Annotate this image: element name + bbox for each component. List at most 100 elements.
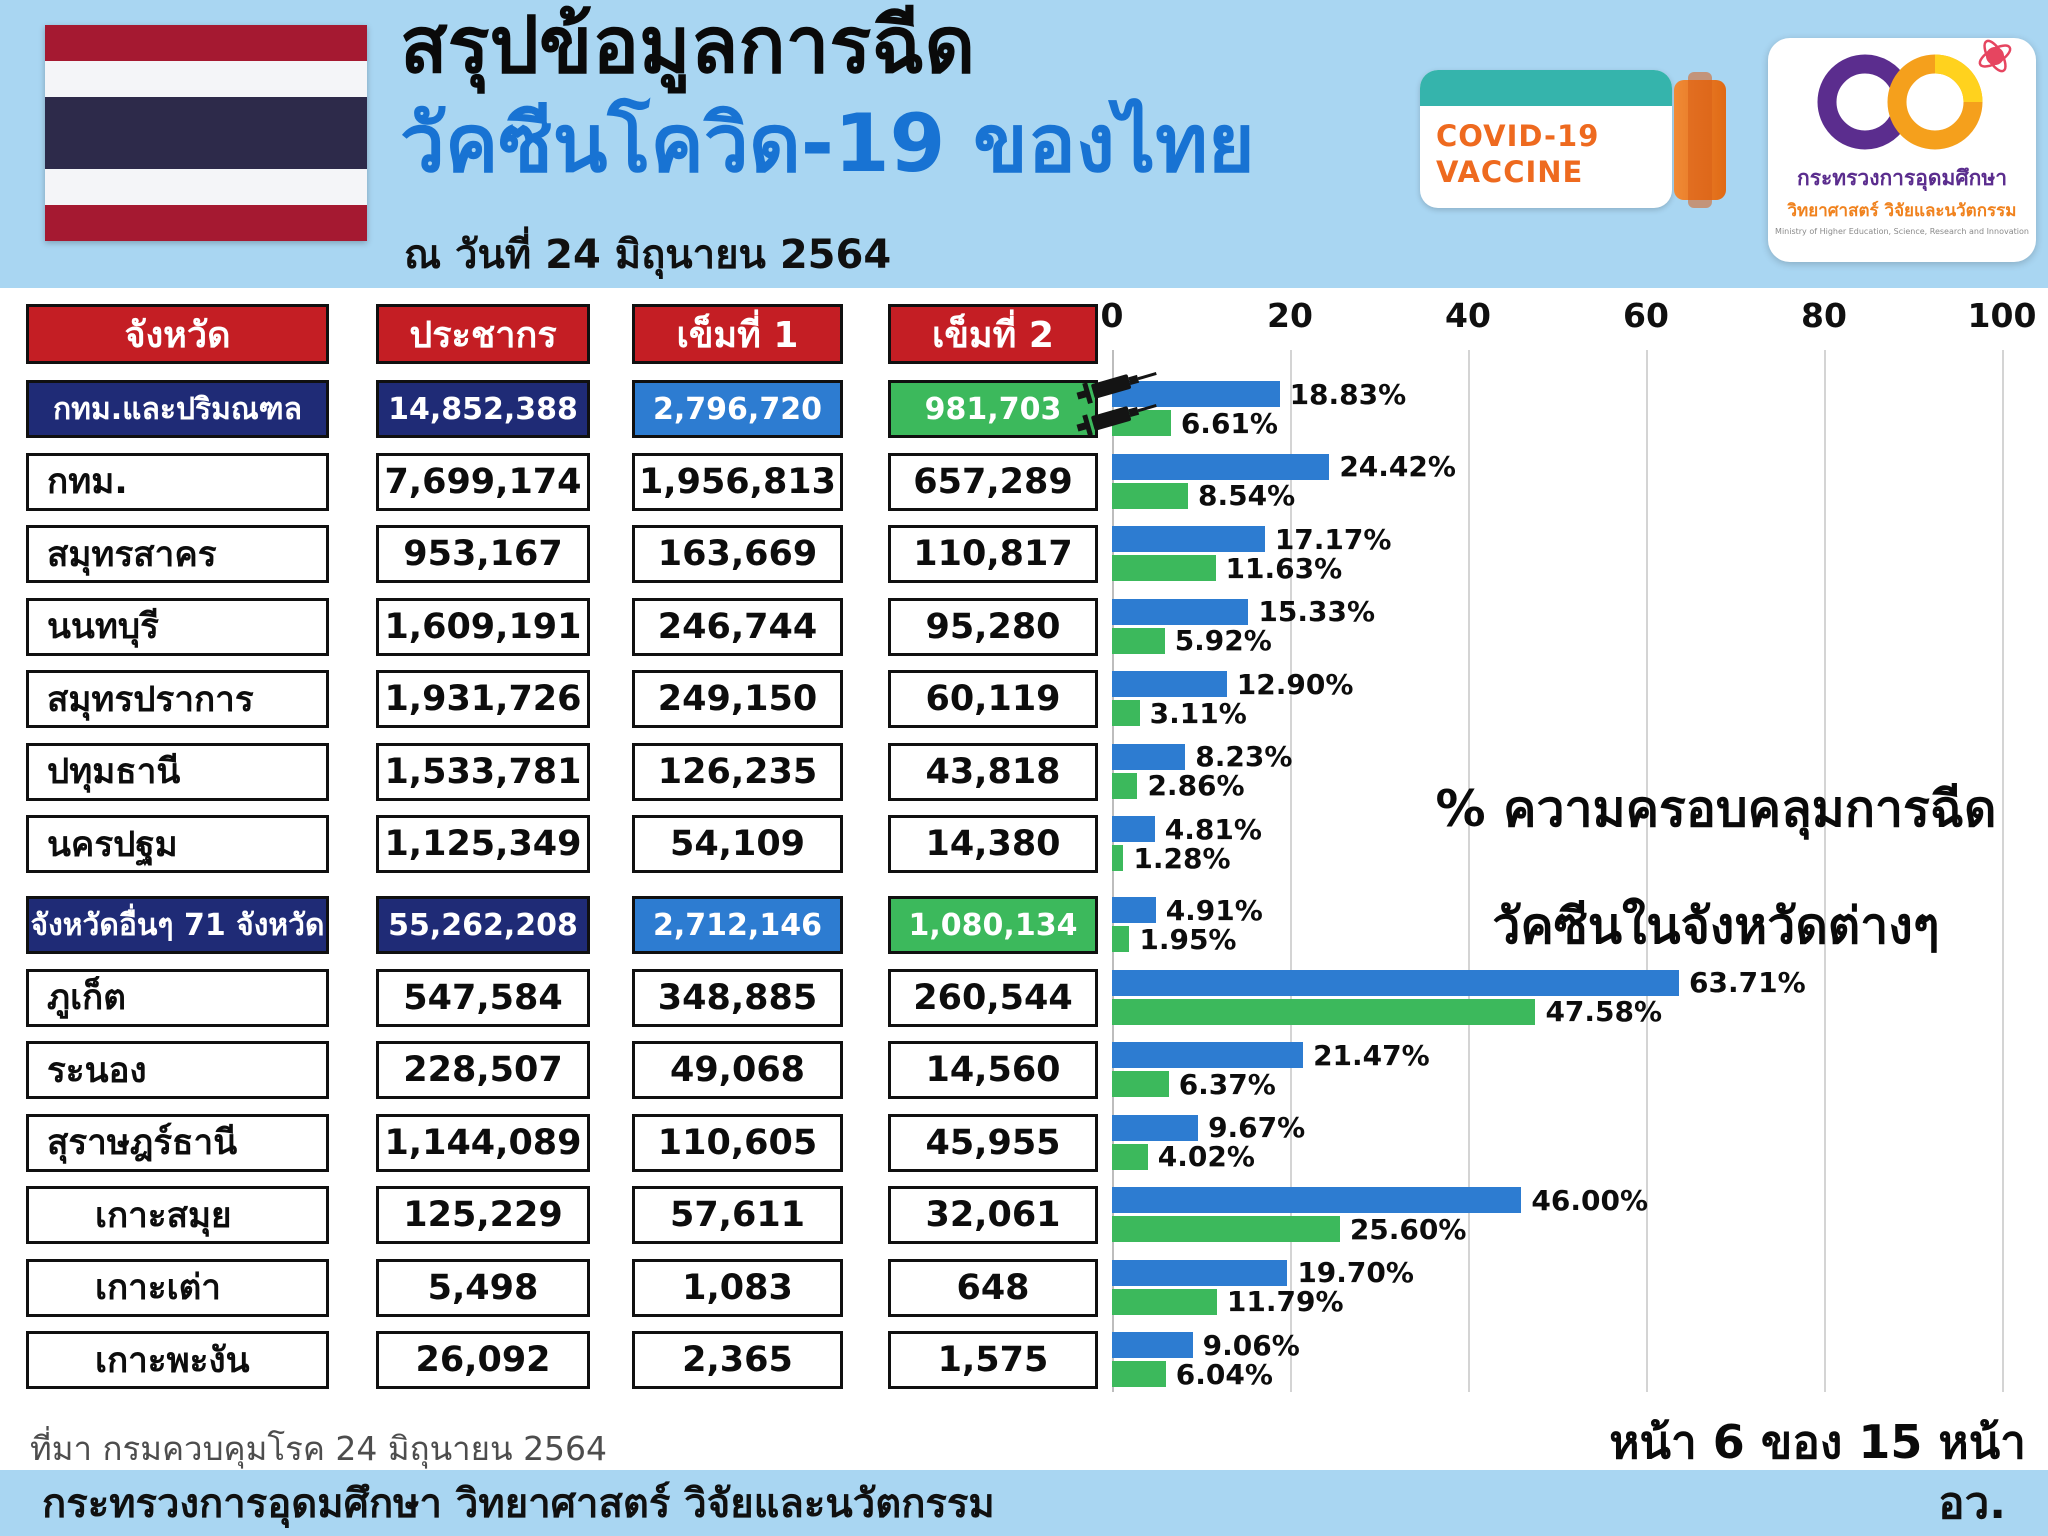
gridline xyxy=(1290,350,1292,1392)
dose2-cell: 32,061 xyxy=(888,1186,1098,1244)
chart-annotation-line2: วัคซีนในจังหวัดต่างๆ xyxy=(1492,897,1940,955)
bar-value-label: 9.67% xyxy=(1208,1111,1306,1144)
population-cell: 26,092 xyxy=(376,1331,590,1389)
dose1-cell: 2,796,720 xyxy=(632,380,843,438)
vial-cap-stripe xyxy=(1688,72,1712,208)
province-cell: ระนอง xyxy=(26,1041,329,1099)
bar-value-label: 9.06% xyxy=(1202,1328,1300,1362)
province-cell: เกาะพะงัน xyxy=(26,1331,329,1389)
page-indicator: หน้า 6 ของ 15 หน้า xyxy=(1609,1415,2026,1469)
page-title-line2: วัคซีนโควิด-19 ของไทย xyxy=(400,97,1255,190)
bar-value-label: 6.37% xyxy=(1178,1067,1276,1101)
province-cell: สมุทรปราการ xyxy=(26,670,329,728)
dose2-cell: 45,955 xyxy=(888,1113,1098,1172)
dose2-bar xyxy=(1112,1288,1217,1315)
syringe-icon xyxy=(1076,396,1160,438)
dose2-cell: 1,080,134 xyxy=(888,896,1098,954)
dose1-bar xyxy=(1112,1042,1304,1068)
dose2-bar xyxy=(1112,482,1188,509)
population-cell: 55,262,208 xyxy=(376,896,590,954)
province-cell: จังหวัดอื่นๆ 71 จังหวัด xyxy=(26,896,329,954)
population-cell: 1,609,191 xyxy=(376,597,590,656)
dose1-cell: 57,611 xyxy=(632,1186,843,1244)
page-title-line1: สรุปข้อมูลการฉีด xyxy=(400,1,976,91)
footer-band: กระทรวงการอุดมศึกษา วิทยาศาสตร์ วิจัยและ… xyxy=(0,1470,2048,1536)
bar-value-label: 6.61% xyxy=(1180,406,1278,440)
bar-value-label: 24.42% xyxy=(1339,450,1456,483)
dose2-cell: 981,703 xyxy=(888,380,1098,438)
dose2-bar xyxy=(1112,1071,1169,1097)
dose2-bar xyxy=(1112,555,1216,581)
population-cell: 1,533,781 xyxy=(376,742,590,801)
vial-label-line1: COVID-19 xyxy=(1436,119,1600,153)
dose1-cell: 54,109 xyxy=(632,815,843,873)
dose2-cell: 14,560 xyxy=(888,1041,1098,1099)
bar-value-label: 21.47% xyxy=(1313,1038,1430,1072)
dose1-cell: 249,150 xyxy=(632,670,843,728)
gridline xyxy=(1112,350,1114,1392)
province-cell: เกาะเต่า xyxy=(26,1258,329,1317)
page-subtitle-date: ณ วันที่ 24 มิถุนายน 2564 xyxy=(404,232,892,278)
vial-label-line2: VACCINE xyxy=(1436,155,1584,190)
bar-value-label: 1.28% xyxy=(1133,841,1231,875)
dose2-bar xyxy=(1112,845,1124,871)
province-cell: ภูเก็ต xyxy=(26,968,329,1027)
bar-value-label: 1.95% xyxy=(1139,922,1237,956)
dose2-cell: 60,119 xyxy=(888,670,1098,728)
dose2-cell: 95,280 xyxy=(888,597,1098,656)
dose2-cell: 1,575 xyxy=(888,1331,1098,1389)
population-cell: 5,498 xyxy=(376,1258,590,1317)
dose1-bar xyxy=(1112,1259,1288,1286)
flag-stripe-red xyxy=(45,205,367,241)
bar-value-label: 12.90% xyxy=(1236,667,1354,701)
population-cell: 1,931,726 xyxy=(376,670,590,728)
syringe-icon xyxy=(1076,364,1160,406)
dose2-bar xyxy=(1112,1216,1340,1242)
population-cell: 228,507 xyxy=(376,1041,590,1099)
dose1-bar xyxy=(1112,381,1280,407)
dose1-cell: 246,744 xyxy=(632,597,843,656)
mhesi-name-line2: วิทยาศาสตร์ วิจัยและนวัตกรรม xyxy=(1787,201,2017,221)
dose1-cell: 1,956,813 xyxy=(632,452,843,511)
population-cell: 547,584 xyxy=(376,968,590,1027)
atom-icon xyxy=(1978,39,2012,73)
bar-value-label: 11.63% xyxy=(1225,551,1343,585)
population-cell: 953,167 xyxy=(376,525,590,583)
province-cell: นครปฐม xyxy=(26,815,329,873)
bar-value-label: 4.02% xyxy=(1157,1140,1255,1173)
dose2-cell: 260,544 xyxy=(888,968,1098,1027)
x-axis-tick: 80 xyxy=(1801,296,1847,335)
mhesi-name-line3: Ministry of Higher Education, Science, R… xyxy=(1775,227,2029,236)
x-axis-tick: 20 xyxy=(1267,296,1313,335)
province-cell: สุราษฎร์ธานี xyxy=(26,1113,329,1172)
dose1-bar xyxy=(1112,816,1155,842)
dose1-bar xyxy=(1112,453,1330,480)
dose1-bar xyxy=(1112,526,1265,552)
dose2-bar xyxy=(1112,1143,1148,1170)
mhesi-name-line1: กระทรวงการอุดมศึกษา xyxy=(1797,166,2007,190)
dose1-cell: 49,068 xyxy=(632,1041,843,1099)
bar-value-label: 47.58% xyxy=(1545,995,1663,1028)
dose2-bar xyxy=(1112,926,1130,952)
dose1-bar xyxy=(1112,1114,1199,1141)
vial-body: COVID-19 VACCINE xyxy=(1420,70,1672,208)
province-cell: กทม.และปริมณฑล xyxy=(26,380,329,438)
gridline xyxy=(1468,350,1470,1392)
province-cell: เกาะสมุย xyxy=(26,1186,329,1244)
dose2-cell: 43,818 xyxy=(888,742,1098,801)
mhesi-logo-mark xyxy=(1817,39,2012,150)
dose1-cell: 348,885 xyxy=(632,968,843,1027)
bar-value-label: 15.33% xyxy=(1258,595,1376,628)
bar-value-label: 25.60% xyxy=(1349,1212,1467,1246)
population-cell: 7,699,174 xyxy=(376,452,590,511)
bar-value-label: 4.81% xyxy=(1164,812,1262,846)
bar-value-label: 17.17% xyxy=(1274,522,1392,556)
bar-value-label: 6.04% xyxy=(1175,1357,1273,1391)
dose2-bar xyxy=(1112,1361,1166,1387)
flag-stripe-white xyxy=(45,169,367,205)
province-cell: ปทุมธานี xyxy=(26,742,329,801)
vial-liquid xyxy=(1420,70,1672,106)
dose1-cell: 110,605 xyxy=(632,1113,843,1172)
column-header-province: จังหวัด xyxy=(26,304,329,364)
